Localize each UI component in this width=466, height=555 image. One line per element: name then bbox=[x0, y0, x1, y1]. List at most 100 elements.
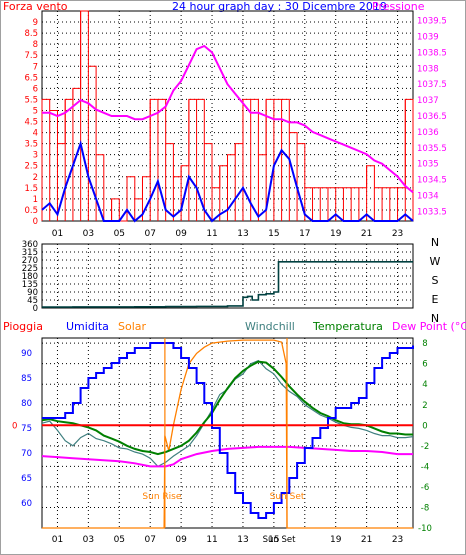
sunrise-label: Sun Rise bbox=[142, 492, 181, 502]
temp-x-tick: 07 bbox=[144, 535, 155, 545]
temp-y-tick: 4 bbox=[422, 380, 427, 390]
temp-y-tick: 0 bbox=[422, 421, 427, 431]
wind-x-tick: 19 bbox=[330, 229, 342, 239]
wind-y-tick: 7 bbox=[33, 62, 38, 72]
wind-x-tick: 01 bbox=[52, 229, 63, 239]
humidity-line bbox=[42, 342, 414, 519]
direction-y-tick: 90 bbox=[27, 288, 38, 298]
wind-y-tick: 3 bbox=[33, 151, 38, 161]
humidity-y-tick: 90 bbox=[21, 349, 32, 359]
temp-y-tick: 2 bbox=[422, 401, 427, 411]
wind-y-tick: 6.5 bbox=[24, 73, 38, 83]
temp-x-tick: 05 bbox=[114, 535, 125, 545]
temp-y-tick: -8 bbox=[421, 503, 429, 513]
temp-y-tick: -2 bbox=[421, 442, 429, 452]
humidity-y-tick: 85 bbox=[21, 374, 32, 384]
legend-solar: Solar bbox=[118, 320, 147, 333]
wind-y-tick: 8.5 bbox=[24, 29, 38, 39]
temp-x-tick: 11 bbox=[206, 535, 217, 545]
direction-y-tick: 45 bbox=[27, 296, 38, 306]
wind-x-tick: 03 bbox=[83, 229, 94, 239]
direction-panel-frame bbox=[41, 243, 414, 309]
direction-y-tick: 315 bbox=[22, 248, 38, 258]
temp-x-tick: 21 bbox=[361, 535, 372, 545]
wind-y-tick: 1.5 bbox=[24, 184, 38, 194]
pressure-y-tick: 1038 bbox=[417, 64, 439, 74]
temp-y-tick: -10 bbox=[418, 524, 432, 534]
legend-dewpoint: Dew Point (°C) bbox=[392, 320, 466, 333]
direction-y-tick: 0 bbox=[33, 304, 38, 314]
pressure-y-tick: 1036.5 bbox=[417, 112, 447, 122]
wind-x-tick: 09 bbox=[175, 229, 187, 239]
temp-x-tick: 01 bbox=[52, 535, 63, 545]
wind-y-tick: 4.5 bbox=[24, 118, 38, 128]
pressure-y-tick: 1037.5 bbox=[417, 80, 447, 90]
pressure-y-tick: 1035.5 bbox=[417, 144, 447, 154]
direction-line bbox=[42, 261, 413, 308]
legend-humidity: Umidita bbox=[66, 320, 109, 333]
direction-compass-label: W bbox=[430, 255, 441, 268]
rain-y-tick: 0 bbox=[12, 421, 17, 431]
pressure-y-tick: 1035 bbox=[417, 160, 439, 170]
wind-y-tick: 5 bbox=[33, 106, 38, 116]
wind-y-tick: 5.5 bbox=[24, 95, 38, 105]
wind-x-tick: 21 bbox=[361, 229, 372, 239]
pressure-line bbox=[42, 44, 414, 194]
sunset-label: Sun Set bbox=[270, 492, 305, 502]
temp-x-tick: 15 bbox=[268, 535, 279, 545]
solar-line bbox=[42, 339, 413, 529]
legend-temperature: Temperatura bbox=[312, 320, 383, 333]
direction-y-tick: 360 bbox=[22, 240, 38, 250]
legend-windchill: Windchill bbox=[245, 320, 295, 333]
wind-x-tick: 05 bbox=[114, 229, 125, 239]
temperature-line bbox=[41, 360, 413, 456]
wind-y-tick: 8 bbox=[33, 40, 38, 50]
pressure-y-tick: 1039 bbox=[417, 32, 439, 42]
pressure-y-tick: 1033.5 bbox=[417, 207, 447, 217]
direction-compass-label: N bbox=[431, 312, 439, 325]
temp-y-tick: 6 bbox=[422, 360, 427, 370]
wind-y-tick: 1 bbox=[33, 195, 38, 205]
wind-y-tick: 2 bbox=[33, 173, 38, 183]
wind-panel-right-label: Pressione bbox=[372, 0, 425, 13]
temp-y-tick: -4 bbox=[421, 462, 429, 472]
direction-y-tick: 270 bbox=[22, 256, 38, 266]
direction-compass-label: S bbox=[432, 274, 439, 287]
humidity-y-tick: 70 bbox=[21, 449, 32, 459]
wind-x-tick: 11 bbox=[206, 229, 217, 239]
temp-x-tick: 09 bbox=[175, 535, 187, 545]
pressure-y-tick: 1036 bbox=[417, 128, 439, 138]
wind-y-tick: 3.5 bbox=[24, 140, 38, 150]
pressure-y-tick: 1037 bbox=[417, 96, 439, 106]
direction-y-tick: 135 bbox=[22, 280, 38, 290]
sunset-x-tick: Sun Set bbox=[263, 535, 296, 545]
temp-y-tick: 8 bbox=[422, 339, 427, 349]
pressure-y-tick: 1039.5 bbox=[417, 17, 447, 27]
wind-avg-line bbox=[41, 140, 414, 223]
direction-compass-label: E bbox=[432, 293, 439, 306]
wind-x-tick: 13 bbox=[237, 229, 248, 239]
pressure-y-tick: 1034 bbox=[417, 192, 439, 202]
legend-rain: Pioggia bbox=[3, 320, 43, 333]
wind-y-tick: 0.5 bbox=[24, 206, 38, 216]
wind-x-tick: 23 bbox=[392, 229, 403, 239]
wind-x-tick: 07 bbox=[144, 229, 155, 239]
wind-y-tick: 6 bbox=[33, 84, 38, 94]
pressure-y-tick: 1038.5 bbox=[417, 48, 447, 58]
chart-title: 24 hour graph day : 30 Dicembre 2019 bbox=[172, 0, 387, 13]
direction-y-tick: 180 bbox=[22, 272, 38, 282]
wind-y-tick: 7.5 bbox=[24, 51, 38, 61]
temp-x-tick: 13 bbox=[237, 535, 248, 545]
humidity-y-tick: 60 bbox=[21, 499, 32, 509]
humidity-y-tick: 65 bbox=[21, 474, 32, 484]
humidity-y-tick: 75 bbox=[21, 424, 32, 434]
temp-panel-frame bbox=[41, 337, 414, 529]
temp-x-tick: 03 bbox=[83, 535, 94, 545]
wind-y-tick: 4 bbox=[33, 129, 38, 139]
wind-y-tick: 0 bbox=[33, 217, 38, 227]
wind-panel-left-label: Forza vento bbox=[3, 0, 68, 13]
humidity-y-tick: 80 bbox=[21, 399, 32, 409]
direction-compass-label: N bbox=[431, 236, 439, 249]
wind-x-tick: 17 bbox=[299, 229, 310, 239]
